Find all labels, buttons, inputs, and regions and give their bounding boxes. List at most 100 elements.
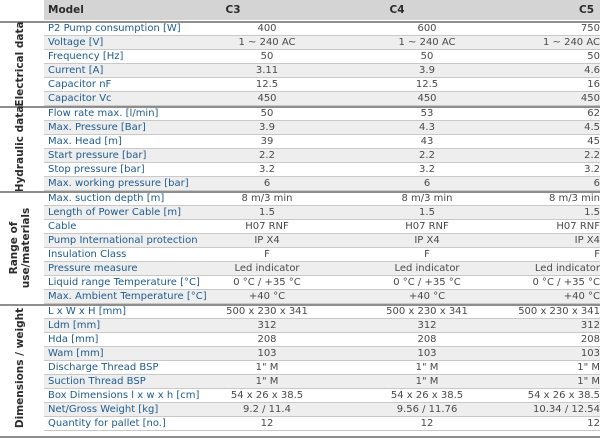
- value-c3: 9.2 / 11.4: [243, 404, 291, 415]
- section-electrical-data: Electrical data P2 Pump consumption [W] 40…: [0, 21, 600, 107]
- header-background: [44, 0, 600, 20]
- parameter-name: Stop pressure [bar]: [48, 164, 145, 175]
- row-separator: [44, 416, 600, 417]
- value-c3: 450: [257, 93, 277, 104]
- value-c3: 3.11: [255, 65, 279, 76]
- value-c5: 103: [580, 348, 600, 359]
- value-c5: IP X4: [574, 235, 600, 246]
- value-c5: H07 RNF: [556, 221, 600, 232]
- value-c5: 50: [587, 51, 600, 62]
- section-label-text: Range of use/materials: [8, 208, 32, 289]
- table-row: Frequency [Hz] 50 50 50: [44, 50, 600, 64]
- parameter-name: Pressure measure: [48, 263, 138, 274]
- value-c3: 54 x 26 x 38.5: [230, 390, 304, 401]
- value-c3: 50: [260, 108, 274, 119]
- row-separator: [44, 247, 600, 248]
- row-separator: [44, 77, 600, 78]
- parameter-name: Suction Thread BSP: [48, 376, 146, 387]
- table-row: Pressure measure Led indicator Led indicat…: [44, 262, 600, 276]
- value-c4: 53: [420, 108, 434, 119]
- parameter-name: Frequency [Hz]: [48, 51, 124, 62]
- model-column-header: Model: [48, 4, 84, 16]
- row-separator: [44, 360, 600, 361]
- value-c5: 45: [587, 136, 600, 147]
- row-separator: [44, 91, 600, 92]
- table-row: Wam [mm] 103 103 103: [44, 347, 600, 361]
- value-c4: Led indicator: [394, 263, 460, 274]
- parameter-name: Max. Head [m]: [48, 136, 122, 147]
- value-c4: 208: [417, 334, 437, 345]
- value-c4: 50: [420, 51, 434, 62]
- value-c5: 8 m/3 min: [548, 193, 600, 204]
- value-c4: 103: [417, 348, 437, 359]
- value-c4: 0 °C / +35 °C: [393, 277, 461, 288]
- table-row: Flow rate max. [l/min] 50 53 62: [44, 107, 600, 121]
- table-row: Stop pressure [bar] 3.2 3.2 3.2: [44, 163, 600, 177]
- table-row: Max. Head [m] 39 43 45: [44, 135, 600, 149]
- row-separator: [44, 148, 600, 149]
- table-row: Liquid range Temperature [°C] 0 °C / +35 …: [44, 276, 600, 290]
- parameter-name: Max. Pressure [Bar]: [48, 122, 146, 133]
- value-c3: 1.5: [259, 207, 275, 218]
- parameter-name: P2 Pump consumption [W]: [48, 23, 181, 34]
- value-c3: 1 ~ 240 AC: [238, 37, 296, 48]
- table-row: Length of Power Cable [m] 1.5 1.5 1.5: [44, 206, 600, 220]
- value-c3: 312: [257, 320, 277, 331]
- table-row: Insulation Class F F F: [44, 248, 600, 262]
- value-c5: 54 x 26 x 38.5: [527, 390, 600, 401]
- value-c3: 50: [260, 51, 274, 62]
- row-separator: [44, 190, 600, 191]
- parameter-name: Voltage [V]: [48, 37, 104, 48]
- value-c5: Led indicator: [534, 263, 600, 274]
- table-row: Quantity for pallet [no.] 12 12 12: [44, 417, 600, 431]
- value-c4: IP X4: [414, 235, 440, 246]
- value-c3: 2.2: [259, 150, 275, 161]
- section-divider: [0, 21, 600, 23]
- model-c4-header: C4: [389, 4, 405, 16]
- value-c4: 600: [417, 23, 437, 34]
- row-separator: [44, 176, 600, 177]
- value-c5: 450: [580, 93, 600, 104]
- section-label-text: Hydraulic data: [14, 105, 26, 193]
- value-c5: 2.2: [584, 150, 600, 161]
- parameter-name: Flow rate max. [l/min]: [48, 108, 159, 119]
- parameter-name: Max. working pressure [bar]: [48, 178, 189, 189]
- row-separator: [44, 205, 600, 206]
- value-c4: 1.5: [419, 207, 435, 218]
- table-row: Max. suction depth [m] 8 m/3 min 8 m/3 min…: [44, 192, 600, 206]
- model-c5-header: C5: [578, 4, 594, 16]
- value-c5: 1 ~ 240 AC: [542, 37, 600, 48]
- parameter-name: L x W x H [mm]: [48, 306, 126, 317]
- parameter-name: Max. suction depth [m]: [48, 193, 165, 204]
- model-c3-header: C3: [225, 4, 241, 16]
- table-row: Hda [mm] 208 208 208: [44, 333, 600, 347]
- value-c4: 12.5: [415, 79, 439, 90]
- parameter-name: Insulation Class: [48, 249, 127, 260]
- value-c3: 1" M: [255, 362, 279, 373]
- row-separator: [44, 303, 600, 304]
- value-c5: 62: [587, 108, 600, 119]
- value-c5: 1" M: [577, 376, 600, 387]
- row-separator: [44, 430, 600, 431]
- row-separator: [44, 374, 600, 375]
- value-c5: 4.5: [584, 122, 600, 133]
- value-c4: 9.56 / 11.76: [396, 404, 458, 415]
- parameter-name: Start pressure [bar]: [48, 150, 147, 161]
- value-c3: Led indicator: [234, 263, 300, 274]
- table-row: Box Dimensions l x w x h [cm] 54 x 26 x 3…: [44, 389, 600, 403]
- row-separator: [44, 388, 600, 389]
- value-c3: 39: [260, 136, 274, 147]
- table-row: Net/Gross Weight [kg] 9.2 / 11.4 9.56 / 11…: [44, 403, 600, 417]
- section-divider: [0, 304, 600, 306]
- section-range-of-use-materials: Range of use/materials Max. suction depth …: [0, 191, 600, 304]
- section-label: Range of use/materials: [0, 192, 40, 304]
- value-c3: 500 x 230 x 341: [226, 306, 308, 317]
- value-c5: 6: [593, 178, 600, 189]
- value-c3: F: [264, 249, 270, 260]
- section-label: Electrical data: [0, 21, 40, 106]
- value-c5: +40 °C: [563, 291, 600, 302]
- value-c3: 0 °C / +35 °C: [233, 277, 301, 288]
- value-c4: 1" M: [415, 362, 439, 373]
- table-row: Cable H07 RNF H07 RNF H07 RNF: [44, 220, 600, 234]
